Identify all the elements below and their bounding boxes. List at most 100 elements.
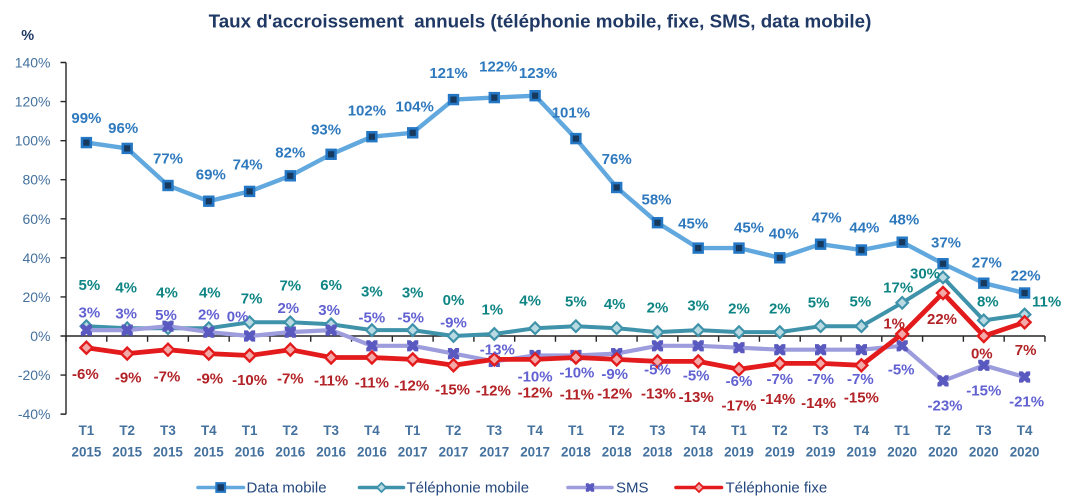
svg-text:-40%: -40% bbox=[18, 406, 51, 422]
svg-text:T2: T2 bbox=[772, 423, 788, 438]
svg-text:17%: 17% bbox=[883, 279, 913, 296]
svg-text:22%: 22% bbox=[1011, 267, 1041, 284]
svg-text:30%: 30% bbox=[910, 265, 940, 282]
svg-text:3%: 3% bbox=[361, 283, 383, 300]
svg-text:0%: 0% bbox=[971, 345, 993, 362]
svg-text:4%: 4% bbox=[199, 284, 221, 301]
svg-text:T4: T4 bbox=[201, 423, 217, 438]
svg-text:T1: T1 bbox=[894, 423, 910, 438]
svg-text:5%: 5% bbox=[79, 277, 101, 294]
svg-text:11%: 11% bbox=[1032, 293, 1061, 310]
svg-text:T4: T4 bbox=[364, 423, 380, 438]
svg-text:-10%: -10% bbox=[559, 364, 594, 381]
svg-text:2017: 2017 bbox=[398, 445, 428, 460]
svg-text:2018: 2018 bbox=[683, 445, 713, 460]
svg-text:-12%: -12% bbox=[476, 382, 511, 399]
svg-text:2017: 2017 bbox=[439, 445, 469, 460]
svg-text:4%: 4% bbox=[519, 292, 541, 309]
svg-text:T4: T4 bbox=[527, 423, 543, 438]
svg-text:Data mobile: Data mobile bbox=[247, 480, 327, 497]
svg-text:3%: 3% bbox=[402, 284, 424, 301]
svg-text:0%: 0% bbox=[443, 292, 465, 309]
svg-text:2016: 2016 bbox=[235, 445, 265, 460]
svg-text:5%: 5% bbox=[850, 293, 872, 310]
svg-text:0%: 0% bbox=[227, 308, 249, 325]
svg-text:4%: 4% bbox=[156, 284, 178, 301]
svg-text:80%: 80% bbox=[22, 172, 50, 188]
svg-text:2018: 2018 bbox=[561, 445, 591, 460]
svg-text:1%: 1% bbox=[883, 315, 905, 332]
svg-text:-9%: -9% bbox=[115, 369, 142, 386]
svg-text:0%: 0% bbox=[30, 328, 50, 344]
svg-text:3%: 3% bbox=[115, 305, 137, 322]
svg-text:-6%: -6% bbox=[72, 366, 99, 383]
svg-text:8%: 8% bbox=[977, 293, 999, 310]
svg-text:T2: T2 bbox=[282, 423, 298, 438]
svg-text:3%: 3% bbox=[687, 297, 709, 314]
svg-text:93%: 93% bbox=[311, 121, 341, 138]
svg-text:45%: 45% bbox=[678, 215, 708, 232]
svg-text:69%: 69% bbox=[196, 166, 226, 183]
svg-text:-7%: -7% bbox=[277, 370, 304, 387]
svg-text:T2: T2 bbox=[609, 423, 625, 438]
svg-text:2020: 2020 bbox=[1010, 445, 1040, 460]
svg-text:2017: 2017 bbox=[479, 445, 509, 460]
svg-text:4%: 4% bbox=[604, 296, 626, 313]
svg-text:-5%: -5% bbox=[359, 309, 386, 326]
svg-text:-14%: -14% bbox=[801, 395, 836, 412]
svg-text:-7%: -7% bbox=[154, 368, 181, 385]
svg-text:-12%: -12% bbox=[597, 385, 632, 402]
svg-text:%: % bbox=[21, 28, 34, 44]
svg-text:96%: 96% bbox=[108, 120, 138, 137]
svg-text:5%: 5% bbox=[155, 307, 177, 324]
svg-text:T1: T1 bbox=[731, 423, 747, 438]
svg-text:2015: 2015 bbox=[72, 445, 102, 460]
svg-text:140%: 140% bbox=[15, 55, 51, 71]
svg-text:7%: 7% bbox=[241, 290, 263, 307]
svg-text:T2: T2 bbox=[935, 423, 951, 438]
svg-text:-9%: -9% bbox=[196, 370, 223, 387]
svg-text:37%: 37% bbox=[931, 234, 961, 251]
svg-text:-10%: -10% bbox=[232, 372, 267, 389]
svg-text:2018: 2018 bbox=[643, 445, 673, 460]
svg-text:2015: 2015 bbox=[112, 445, 142, 460]
svg-text:-13%: -13% bbox=[480, 341, 515, 358]
svg-text:-10%: -10% bbox=[518, 368, 553, 385]
svg-text:82%: 82% bbox=[275, 144, 305, 161]
svg-text:Téléphonie mobile: Téléphonie mobile bbox=[407, 480, 530, 497]
svg-text:-7%: -7% bbox=[847, 371, 874, 388]
svg-text:2%: 2% bbox=[769, 300, 791, 317]
svg-text:T3: T3 bbox=[486, 423, 502, 438]
svg-text:3%: 3% bbox=[318, 302, 340, 319]
svg-text:20%: 20% bbox=[22, 289, 50, 305]
svg-text:2%: 2% bbox=[277, 300, 299, 317]
svg-text:T3: T3 bbox=[976, 423, 992, 438]
svg-text:T4: T4 bbox=[854, 423, 870, 438]
svg-text:-14%: -14% bbox=[760, 391, 795, 408]
svg-text:58%: 58% bbox=[641, 191, 671, 208]
svg-text:T3: T3 bbox=[650, 423, 666, 438]
svg-text:99%: 99% bbox=[71, 110, 101, 127]
svg-text:-5%: -5% bbox=[683, 367, 710, 384]
svg-text:Taux d'accroissement annuels: Taux d'accroissement annuels (téléphonie… bbox=[209, 11, 872, 32]
svg-text:T3: T3 bbox=[160, 423, 176, 438]
svg-text:44%: 44% bbox=[849, 219, 879, 236]
svg-text:T3: T3 bbox=[323, 423, 339, 438]
svg-text:-5%: -5% bbox=[397, 309, 424, 326]
svg-text:T1: T1 bbox=[568, 423, 584, 438]
svg-text:-20%: -20% bbox=[18, 367, 51, 383]
svg-text:2018: 2018 bbox=[602, 445, 632, 460]
svg-text:-23%: -23% bbox=[927, 397, 962, 414]
svg-text:-6%: -6% bbox=[726, 373, 753, 390]
svg-text:48%: 48% bbox=[889, 211, 919, 228]
svg-text:7%: 7% bbox=[1015, 342, 1037, 359]
svg-text:2015: 2015 bbox=[194, 445, 224, 460]
svg-text:45%: 45% bbox=[734, 219, 764, 236]
svg-text:121%: 121% bbox=[429, 65, 467, 82]
svg-text:2017: 2017 bbox=[520, 445, 550, 460]
svg-text:2016: 2016 bbox=[275, 445, 305, 460]
svg-text:T3: T3 bbox=[813, 423, 829, 438]
svg-text:122%: 122% bbox=[479, 58, 517, 75]
svg-text:2019: 2019 bbox=[847, 445, 877, 460]
svg-text:100%: 100% bbox=[15, 133, 51, 149]
